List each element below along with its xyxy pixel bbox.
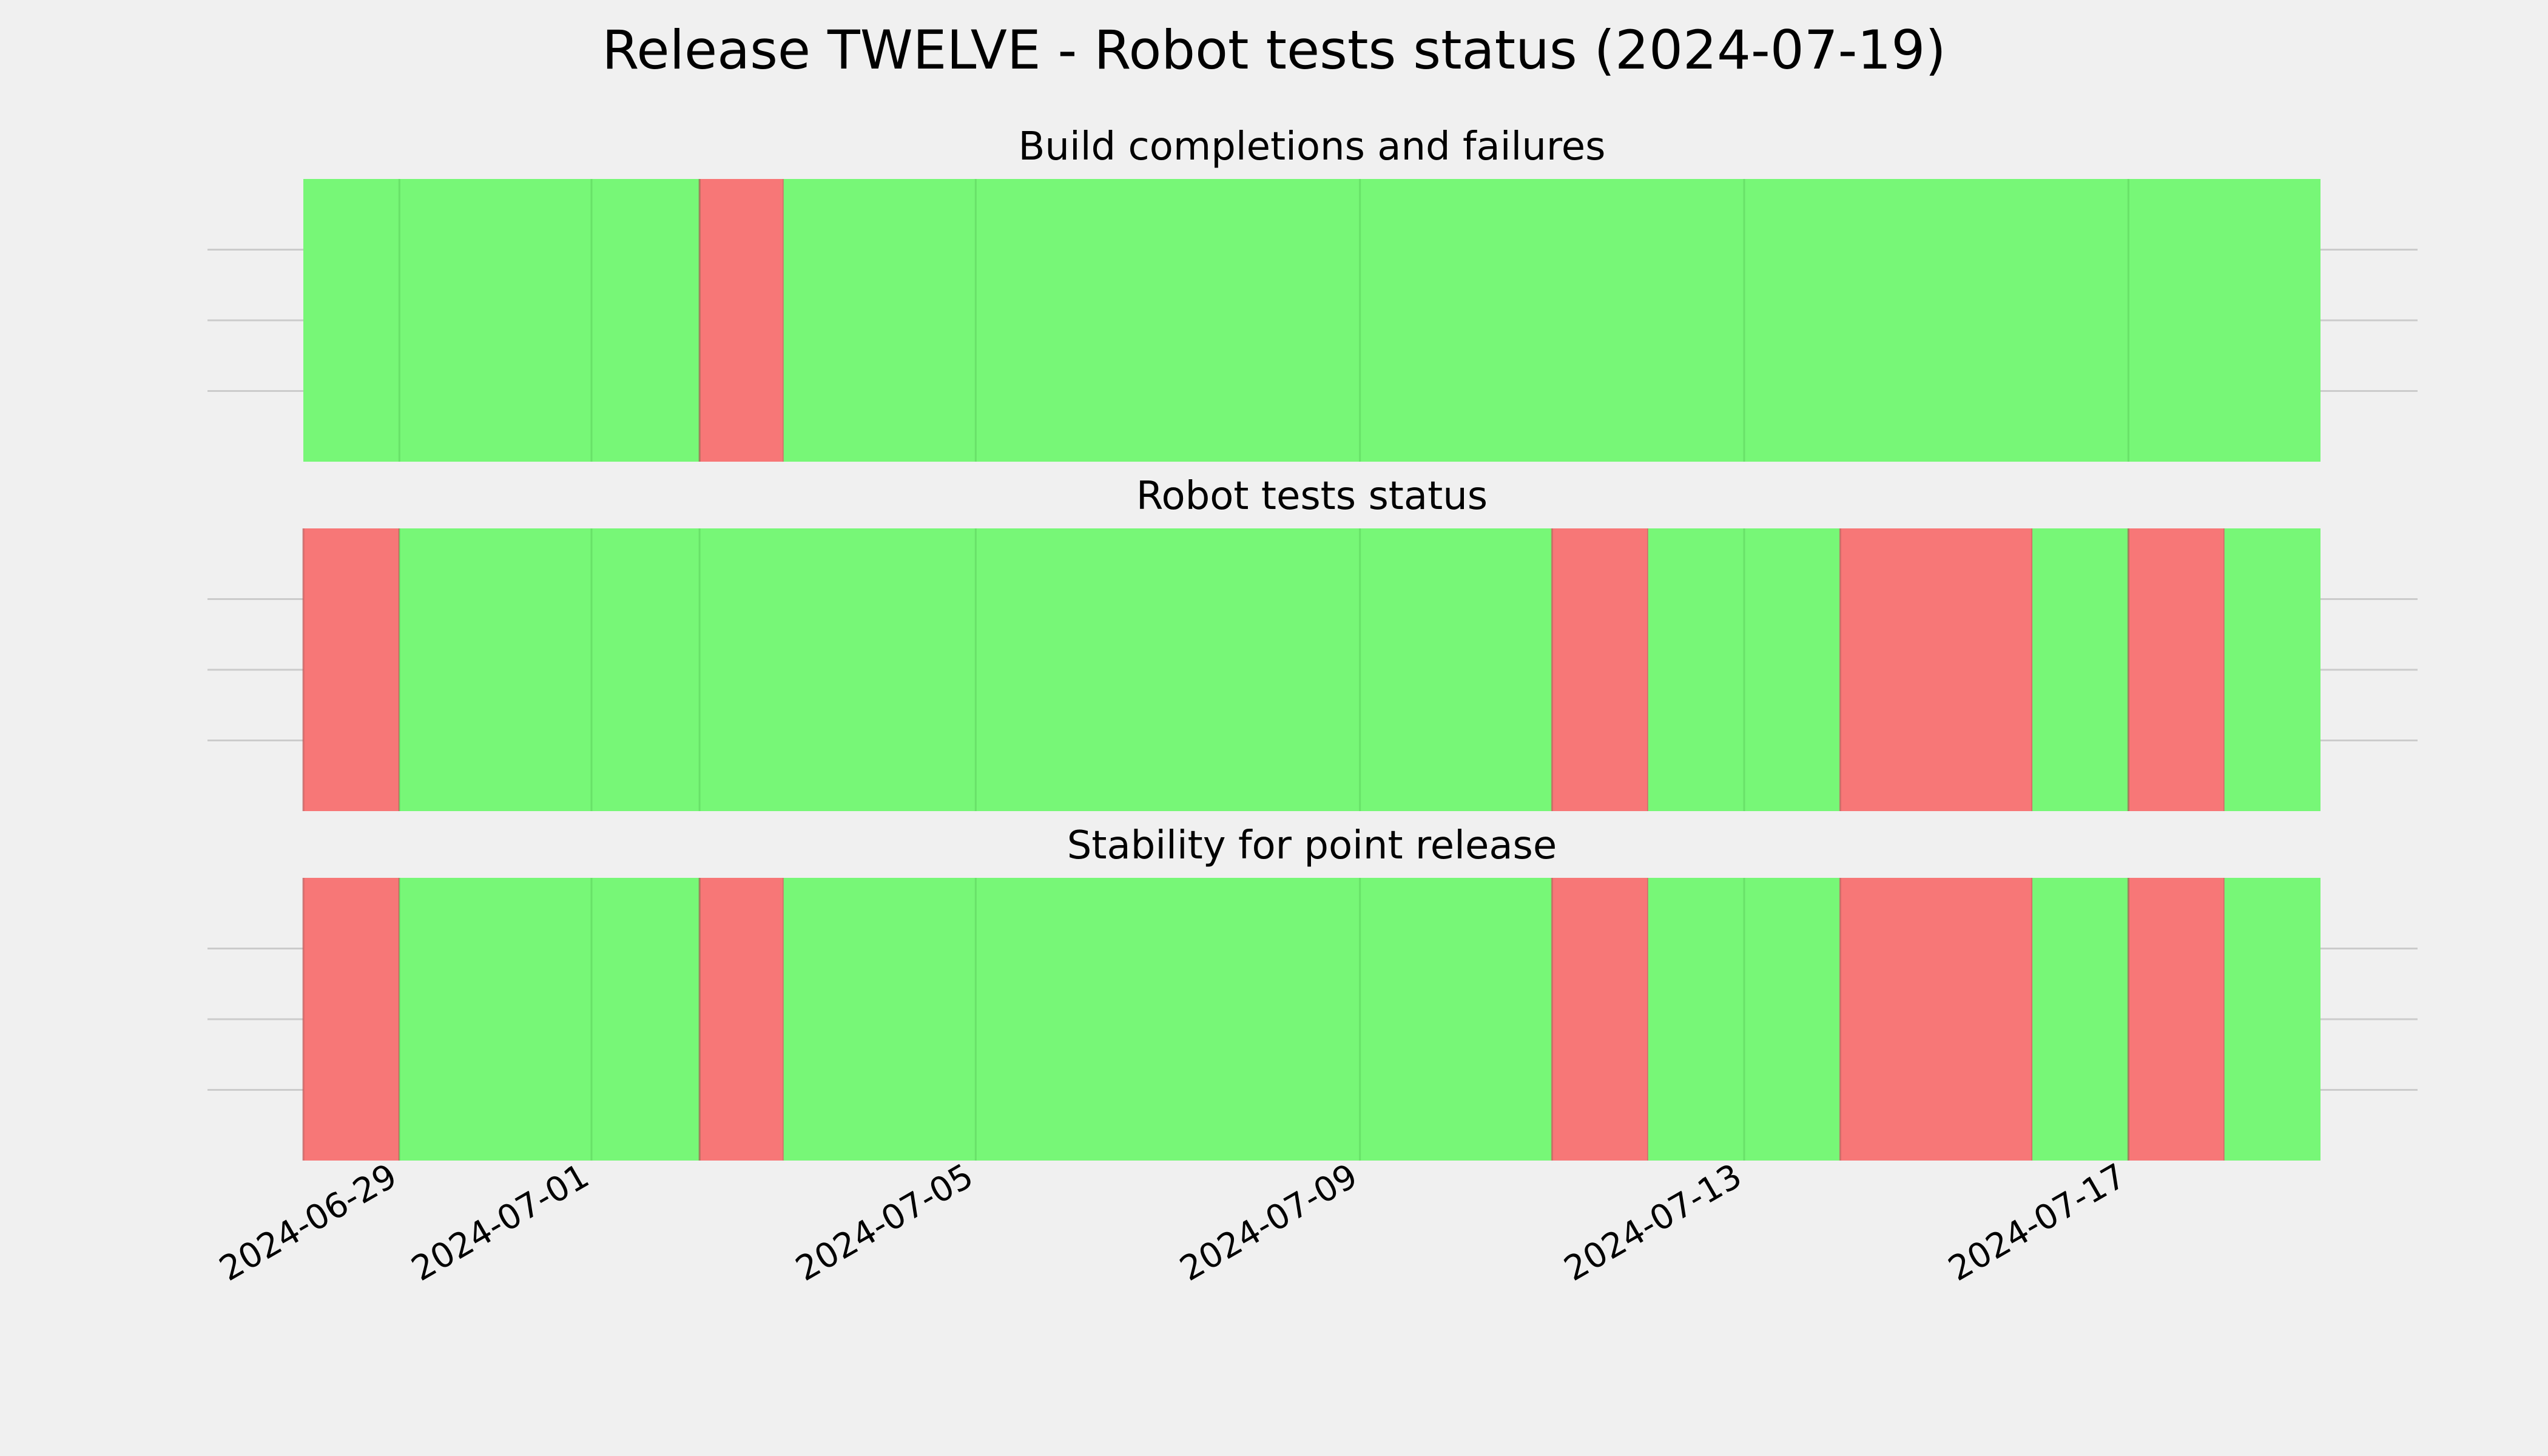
status-segment-pass: [2224, 878, 2320, 1161]
status-segment-pass: [303, 179, 700, 462]
status-segment-pass: [783, 878, 1552, 1161]
panel-title: Build completions and failures: [1019, 124, 1606, 169]
status-segment-fail: [1552, 878, 1648, 1161]
status-segment-fail: [2128, 878, 2225, 1161]
status-segment-pass: [1648, 528, 1841, 811]
status-segment-pass: [2032, 528, 2129, 811]
status-segment-pass: [1648, 878, 1841, 1161]
status-segment-fail: [303, 878, 400, 1161]
status-segment-pass: [783, 179, 2321, 462]
panel-title: Robot tests status: [1136, 474, 1488, 519]
chart-panels: Build completions and failures Robot test…: [207, 124, 2418, 1161]
status-segment-fail: [1840, 878, 2032, 1161]
status-segment-fail: [1840, 528, 2032, 811]
status-segment-fail: [303, 528, 400, 811]
panel-1: Build completions and failures: [207, 124, 2418, 462]
status-segment-fail: [699, 878, 784, 1161]
panel-title: Stability for point release: [1067, 823, 1557, 868]
status-segment-fail: [699, 179, 784, 462]
chart-title: Release TWELVE - Robot tests status (202…: [602, 19, 1946, 81]
status-segment-pass: [2032, 878, 2129, 1161]
status-segment-pass: [2224, 528, 2320, 811]
status-segment-pass: [399, 878, 700, 1161]
status-segment-pass: [399, 528, 1552, 811]
panel-3: Stability for point release: [207, 823, 2418, 1161]
status-segment-fail: [1552, 528, 1648, 811]
status-segment-fail: [2128, 528, 2225, 811]
panel-2: Robot tests status: [207, 474, 2418, 811]
